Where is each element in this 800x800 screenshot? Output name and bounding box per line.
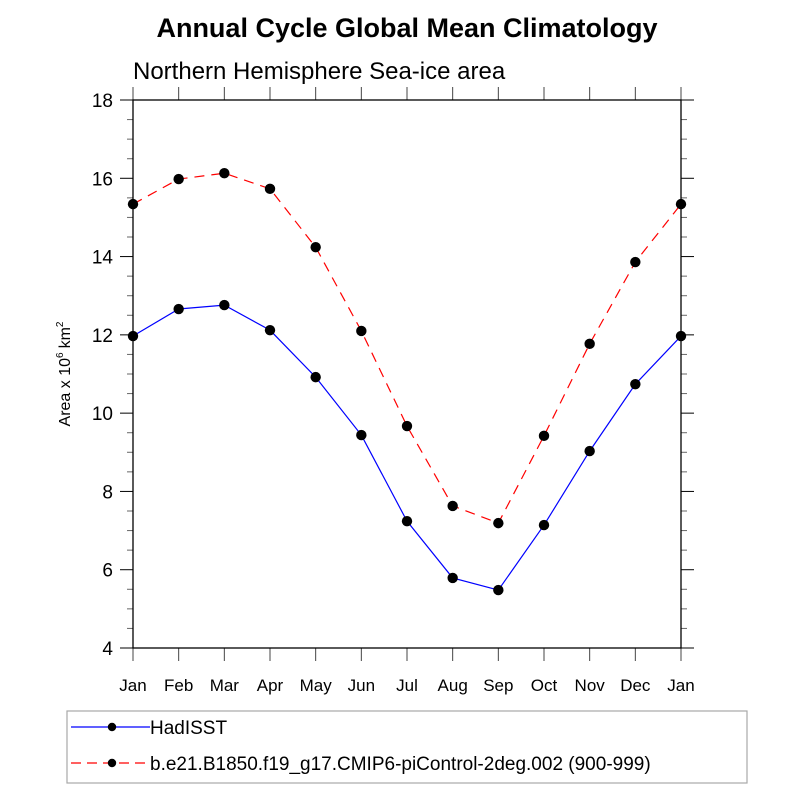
- y-tick-label: 18: [92, 91, 113, 112]
- y-axis-label-unit-exponent: 2: [55, 321, 66, 327]
- x-tick-label: Feb: [164, 676, 193, 695]
- axes-ticks: [120, 87, 694, 661]
- data-point: [310, 371, 321, 383]
- data-point: [630, 378, 641, 390]
- data-point: [538, 519, 550, 531]
- y-axis-label-exponent: 6: [55, 352, 66, 358]
- y-tick-label: 10: [92, 404, 113, 425]
- data-point: [219, 167, 230, 179]
- y-tick-label: 4: [102, 639, 113, 660]
- data-point: [630, 256, 641, 268]
- x-tick-label: Jul: [396, 676, 418, 695]
- legend-label: b.e21.B1850.f19_g17.CMIP6-piControl-2deg…: [150, 754, 651, 775]
- data-point: [447, 572, 458, 584]
- y-tick-label: 8: [102, 482, 113, 503]
- x-tick-label: May: [300, 676, 333, 695]
- y-axis-label-text: Area x 10: [57, 358, 74, 427]
- legend-label: HadISST: [150, 718, 227, 739]
- legend-entry: b.e21.B1850.f19_g17.CMIP6-piControl-2deg…: [71, 754, 651, 775]
- data-point: [584, 338, 595, 350]
- data-point: [173, 303, 184, 315]
- data-point: [173, 173, 184, 185]
- legend-marker: [107, 722, 117, 732]
- legend: HadISST b.e21.B1850.f19_g17.CMIP6-piContr…: [66, 710, 748, 784]
- data-point: [219, 299, 230, 311]
- y-axis-label-unit: km: [57, 327, 74, 348]
- data-point: [356, 325, 367, 337]
- x-tick-label: Sep: [483, 676, 513, 695]
- x-tick-label: Apr: [257, 676, 284, 695]
- x-tick-label: Mar: [210, 676, 240, 695]
- legend-marker: [107, 758, 117, 768]
- y-tick-labels: 4 6 8 10 12 14 16 18: [92, 91, 114, 660]
- data-point: [493, 584, 504, 596]
- data-point: [264, 324, 276, 336]
- x-tick-label: Jan: [119, 676, 146, 695]
- data-point: [447, 500, 458, 512]
- data-point: [584, 445, 595, 457]
- x-tick-label: Jun: [348, 676, 375, 695]
- plot-frame: [132, 99, 682, 649]
- y-tick-label: 12: [92, 326, 113, 347]
- x-tick-label: Aug: [438, 676, 468, 695]
- data-point: [401, 420, 413, 432]
- x-tick-labels: Jan Feb Mar Apr May Jun Jul Aug Sep Oct Nov Dec Jan: [119, 676, 694, 695]
- x-tick-label: Oct: [531, 676, 558, 695]
- data-point: [356, 429, 367, 441]
- y-tick-label: 16: [92, 169, 113, 190]
- x-tick-label: Nov: [575, 676, 606, 695]
- x-tick-label: Jan: [667, 676, 694, 695]
- x-tick-label: Dec: [620, 676, 651, 695]
- series-markers: [127, 167, 687, 596]
- data-point: [401, 515, 413, 527]
- legend-box: [66, 710, 748, 784]
- y-tick-label: 6: [102, 561, 113, 582]
- chart-subtitle: Northern Hemisphere Sea-ice area: [133, 58, 506, 85]
- y-tick-label: 14: [92, 248, 114, 269]
- chart-title: Annual Cycle Global Mean Climatology: [156, 13, 657, 43]
- y-axis-label: Area x 106 km2: [55, 321, 74, 426]
- data-point: [538, 430, 550, 442]
- data-point: [310, 241, 321, 253]
- series-line-model: [132, 172, 682, 524]
- legend-entry: HadISST: [71, 718, 227, 739]
- series-lines: [132, 172, 682, 591]
- series-line-hadisst: [132, 304, 682, 591]
- data-point: [493, 517, 504, 529]
- data-point: [264, 183, 276, 195]
